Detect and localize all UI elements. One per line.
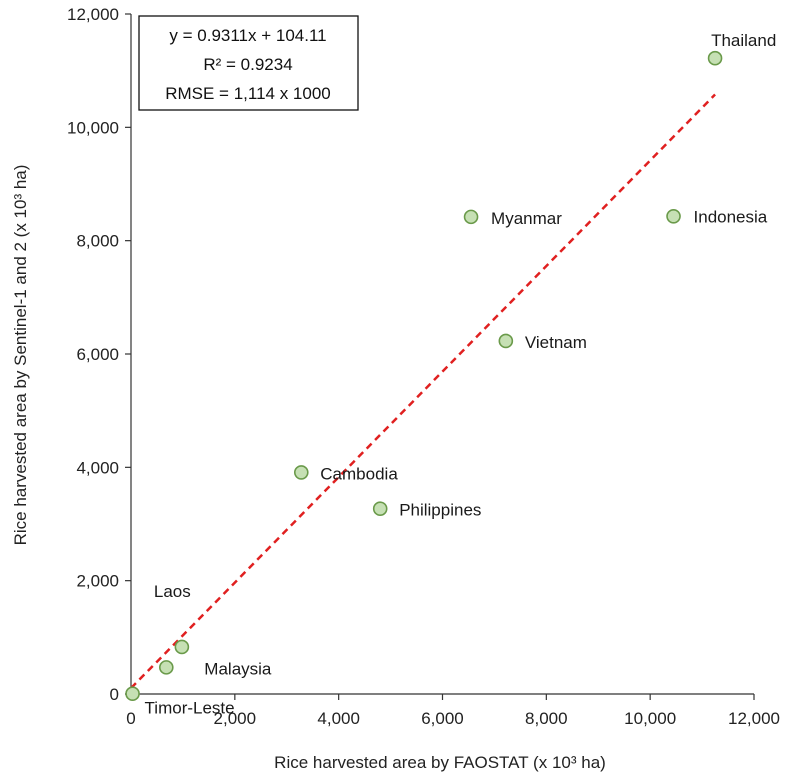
point-label: Laos <box>154 582 191 601</box>
data-point <box>498 333 514 349</box>
x-tick-label: 6,000 <box>421 709 464 728</box>
x-tick-label: 10,000 <box>624 709 676 728</box>
stats-equation: y = 0.9311x + 104.11 <box>169 26 326 45</box>
point-label: Thailand <box>711 31 776 50</box>
y-axis-ticks: 0 2,000 4,000 6,000 8,000 10,000 12,000 <box>67 5 131 704</box>
stats-box: y = 0.9311x + 104.11 R² = 0.9234 RMSE = … <box>138 15 359 111</box>
y-axis-title: Rice harvested area by Sentinel-1 and 2 … <box>11 165 30 546</box>
data-point <box>666 209 681 224</box>
x-tick-label: 2,000 <box>214 709 257 728</box>
data-points <box>125 50 723 702</box>
x-tick-label: 4,000 <box>317 709 360 728</box>
x-tick-label: 12,000 <box>728 709 780 728</box>
trendline <box>130 93 716 689</box>
y-tick-label: 12,000 <box>67 5 119 24</box>
x-axis-ticks: 0 2,000 4,000 6,000 8,000 10,000 12,000 <box>126 694 780 728</box>
y-tick-label: 4,000 <box>76 458 119 477</box>
data-point <box>707 50 723 66</box>
data-point <box>174 639 190 655</box>
x-axis-title: Rice harvested area by FAOSTAT (x 10³ ha… <box>274 753 606 772</box>
point-labels: Thailand Indonesia Myanmar Vietnam CambodiaP… <box>145 31 777 718</box>
stats-box-border <box>138 15 359 111</box>
y-tick-label: 10,000 <box>67 118 119 137</box>
point-label: Malaysia <box>204 659 272 678</box>
y-tick-label: 8,000 <box>76 232 119 251</box>
y-tick-label: 2,000 <box>76 572 119 591</box>
stats-rmse: RMSE = 1,114 x 1000 <box>165 84 331 103</box>
point-label: Philippines <box>399 501 481 520</box>
y-tick-label: 0 <box>110 685 119 704</box>
y-tick-label: 6,000 <box>76 345 119 364</box>
point-label: Vietnam <box>525 333 587 352</box>
data-point <box>372 501 388 517</box>
data-point <box>125 686 140 702</box>
data-point <box>159 660 174 675</box>
point-label: Indonesia <box>694 207 768 226</box>
stats-r2: R² = 0.9234 <box>203 55 292 74</box>
data-point <box>463 209 479 225</box>
x-tick-label: 0 <box>126 709 135 728</box>
x-tick-label: 8,000 <box>525 709 568 728</box>
point-label: Timor-Leste <box>145 699 235 718</box>
point-label: Cambodia <box>320 464 398 483</box>
data-point <box>293 465 309 480</box>
point-label: Myanmar <box>491 209 562 228</box>
